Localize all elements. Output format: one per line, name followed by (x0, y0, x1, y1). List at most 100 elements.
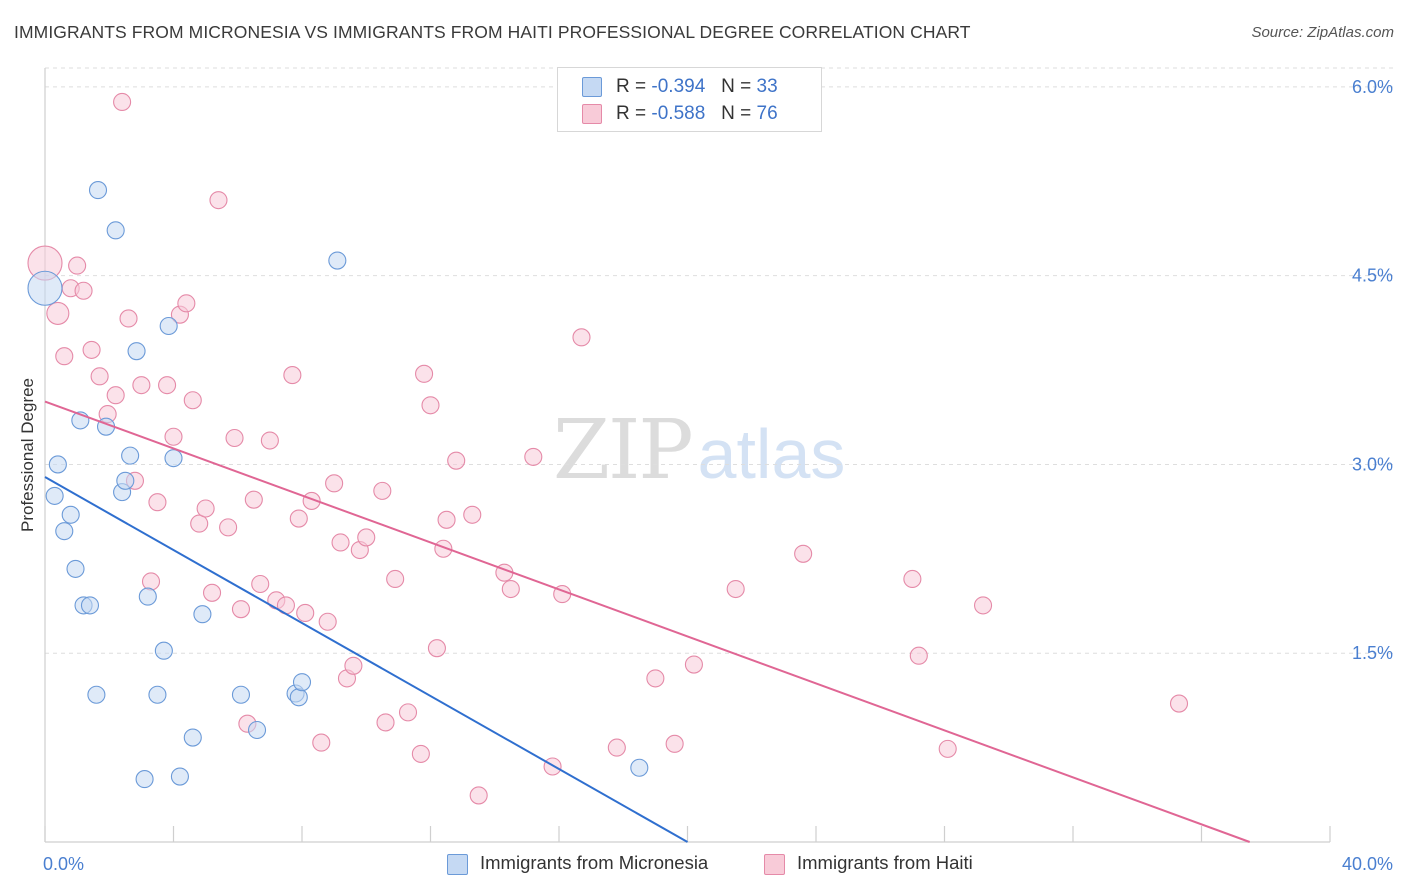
data-point-haiti (231, 600, 251, 619)
data-point-haiti (463, 505, 482, 524)
data-point-micronesia (45, 486, 64, 505)
data-point-micronesia (121, 446, 140, 465)
data-point-haiti (344, 656, 363, 675)
data-point-haiti (82, 340, 101, 359)
data-point-haiti (55, 347, 74, 366)
data-point-haiti (148, 493, 167, 512)
data-point-haiti (1169, 694, 1189, 713)
data-point-micronesia (154, 641, 173, 660)
data-point-haiti (164, 427, 183, 446)
data-point-haiti (260, 431, 279, 450)
data-point-haiti (726, 579, 745, 599)
series-legend: Immigrants from Micronesia Immigrants fr… (0, 852, 1406, 878)
y-tick-label: 6.0% (1352, 77, 1393, 97)
data-point-micronesia (292, 673, 312, 692)
legend-swatch-haiti-bottom (764, 854, 785, 875)
axis-layer (44, 68, 1331, 843)
data-point-haiti (572, 328, 591, 347)
data-point-haiti (158, 376, 177, 395)
data-point-micronesia (27, 270, 63, 306)
data-point-micronesia (164, 449, 183, 468)
data-point-haiti (119, 309, 138, 328)
data-point-micronesia (106, 221, 125, 240)
data-point-haiti (219, 518, 238, 537)
data-point-haiti (386, 569, 405, 589)
data-point-haiti (318, 612, 337, 631)
legend-text-haiti: R = -0.588 N = 76 (616, 103, 778, 124)
data-point-haiti (607, 738, 626, 757)
data-point-haiti (68, 256, 87, 275)
data-point-haiti (376, 713, 395, 732)
data-point-micronesia (66, 559, 85, 578)
data-point-micronesia (48, 455, 67, 474)
data-point-haiti (190, 514, 209, 533)
trend-layer (44, 400, 1251, 843)
source-credit: Source: ZipAtlas.com (1251, 24, 1394, 41)
data-point-haiti (225, 428, 244, 448)
data-point-haiti (177, 294, 196, 313)
data-point-haiti (434, 539, 453, 558)
watermark-atlas: atlas (697, 415, 846, 493)
data-point-haiti (209, 191, 228, 210)
data-point-haiti (501, 579, 520, 599)
data-point-haiti (289, 509, 308, 528)
trend-line-haiti (44, 400, 1251, 843)
x-tick-label-max: 40.0% (1342, 854, 1393, 874)
grid-layer (45, 67, 1395, 654)
data-point-micronesia (247, 720, 267, 740)
data-point-micronesia (328, 251, 347, 270)
data-point-micronesia (61, 505, 80, 524)
data-point-micronesia (159, 316, 178, 336)
data-point-haiti (665, 734, 684, 753)
legend-swatch-haiti (582, 104, 602, 124)
data-point-micronesia (183, 728, 202, 747)
watermark: ZIPatlas (553, 403, 845, 498)
data-point-haiti (684, 655, 703, 674)
data-point-haiti (469, 786, 488, 805)
data-point-haiti (427, 639, 446, 658)
data-point-haiti (312, 733, 331, 752)
data-point-haiti (183, 391, 202, 410)
data-point-haiti (90, 367, 109, 386)
legend-swatch-micronesia-bottom (447, 854, 468, 875)
data-point-haiti (132, 376, 151, 395)
data-point-haiti (524, 447, 543, 466)
data-point-micronesia (88, 181, 108, 200)
data-point-micronesia (630, 758, 649, 777)
legend-text-micronesia: R = -0.394 N = 33 (616, 76, 778, 97)
data-point-haiti (283, 366, 302, 385)
data-point-haiti (447, 451, 466, 470)
data-point-micronesia (87, 685, 106, 704)
data-point-haiti (251, 574, 270, 594)
data-point-haiti (74, 281, 93, 300)
data-point-haiti (357, 528, 376, 547)
data-point-haiti (938, 739, 957, 758)
data-point-haiti (437, 510, 456, 529)
points-layer (27, 92, 1189, 805)
data-point-haiti (794, 544, 813, 563)
data-point-micronesia (170, 767, 189, 786)
legend-swatch-micronesia (582, 77, 602, 97)
x-tick-label-min: 0.0% (43, 854, 84, 874)
trend-line-micronesia (44, 476, 688, 843)
data-point-micronesia (193, 605, 212, 624)
data-point-haiti (411, 744, 430, 763)
data-point-haiti (373, 481, 392, 500)
data-point-haiti (398, 703, 418, 722)
data-point-haiti (106, 386, 125, 405)
stats-legend: R = -0.394 N = 33 R = -0.588 N = 76 (557, 67, 822, 132)
data-point-haiti (141, 572, 161, 591)
data-point-haiti (646, 669, 665, 688)
data-point-micronesia (116, 471, 135, 490)
data-point-micronesia (289, 688, 308, 707)
data-point-micronesia (135, 770, 154, 789)
data-point-haiti (46, 301, 70, 325)
data-point-haiti (331, 533, 350, 552)
tick-label-layer: 1.5% 3.0% 4.5% 6.0% 0.0% 40.0% (43, 77, 1393, 874)
watermark-zip: ZIP (553, 403, 694, 498)
data-point-micronesia (55, 522, 74, 541)
y-tick-label: 4.5% (1352, 266, 1393, 286)
data-point-micronesia (127, 342, 146, 361)
data-point-haiti (909, 646, 928, 665)
